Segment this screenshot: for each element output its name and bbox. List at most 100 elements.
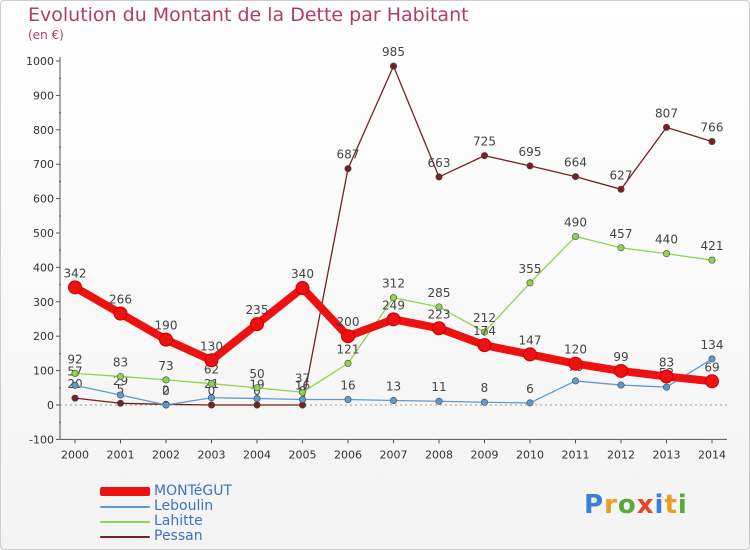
data-point: [298, 388, 306, 396]
data-point: [208, 401, 216, 409]
data-point: [708, 137, 716, 145]
data-label: 121: [337, 342, 360, 356]
data-point: [68, 280, 82, 295]
data-point: [659, 369, 674, 384]
data-label: 235: [246, 303, 269, 317]
logo-letter: x: [636, 490, 655, 520]
data-point: [662, 250, 670, 258]
legend-label: Leboulin: [154, 498, 214, 514]
data-point: [435, 303, 443, 311]
data-point: [159, 332, 173, 347]
data-point: [204, 353, 219, 368]
data-label: 725: [473, 135, 496, 149]
data-label: 0: [208, 384, 216, 398]
x-tick-label: 2005: [289, 448, 317, 461]
y-tick-label: 100: [33, 365, 54, 378]
y-tick-label: 700: [33, 158, 54, 171]
data-label: 663: [428, 156, 451, 170]
y-tick-label: 400: [33, 261, 54, 274]
y-minor-tick: [59, 77, 61, 80]
data-point: [708, 355, 716, 363]
y-tick-label: 200: [33, 330, 54, 343]
data-label: 342: [64, 266, 87, 280]
chart-subtitle: (en €): [28, 28, 64, 42]
data-label: 687: [337, 148, 360, 162]
data-label: 50: [249, 367, 264, 381]
data-point: [344, 165, 352, 173]
data-label: 490: [564, 215, 587, 229]
data-point: [295, 281, 310, 296]
data-point: [480, 328, 488, 336]
data-point: [344, 359, 352, 367]
data-point: [480, 152, 488, 160]
proxiti-logo: Proxiti: [584, 490, 688, 520]
data-point: [662, 383, 670, 391]
data-point: [162, 401, 170, 409]
legend-label: Pessan: [154, 528, 203, 544]
y-minor-tick: [59, 111, 61, 114]
data-point: [71, 394, 79, 402]
data-label: 73: [158, 359, 173, 373]
data-label: 249: [382, 298, 405, 312]
x-tick-label: 2014: [698, 448, 726, 461]
data-label: 6: [526, 382, 534, 396]
data-label: 120: [564, 343, 587, 357]
data-label: 985: [382, 45, 405, 59]
data-label: 16: [340, 378, 355, 392]
data-point: [617, 244, 625, 252]
data-label: 99: [613, 350, 628, 364]
data-point: [523, 347, 537, 362]
logo-letter: o: [617, 490, 637, 520]
data-point: [571, 173, 579, 181]
data-point: [435, 397, 443, 405]
data-point: [614, 363, 628, 378]
y-tick-label: 0: [47, 399, 54, 412]
data-point: [253, 401, 261, 409]
data-point: [617, 185, 625, 193]
x-tick-label: 2004: [243, 448, 271, 461]
data-point: [432, 321, 446, 336]
legend-swatch: [100, 506, 150, 508]
data-point: [117, 372, 125, 380]
data-point: [298, 395, 306, 403]
data-point: [162, 376, 170, 384]
logo-letter: r: [604, 490, 618, 520]
data-label: 134: [701, 338, 724, 352]
y-minor-tick: [59, 146, 61, 149]
data-point: [526, 279, 534, 287]
data-label: 807: [655, 106, 678, 120]
data-label: 457: [610, 227, 633, 241]
data-label: 130: [200, 339, 223, 353]
y-tick-label: 1000: [26, 55, 54, 68]
data-point: [71, 369, 79, 377]
x-tick-label: 2001: [107, 448, 135, 461]
data-point: [389, 62, 397, 70]
legend-swatch: [100, 487, 150, 496]
data-point: [389, 397, 397, 405]
logo-letter: i: [654, 490, 665, 520]
data-label: 11: [431, 380, 446, 394]
y-minor-tick: [59, 249, 61, 252]
data-point: [117, 399, 125, 407]
x-tick-label: 2012: [607, 448, 635, 461]
x-tick-label: 2008: [425, 448, 453, 461]
data-point: [253, 384, 261, 392]
data-point: [571, 377, 579, 385]
y-minor-tick: [59, 180, 61, 183]
y-minor-tick: [59, 421, 61, 424]
data-point: [386, 312, 401, 327]
logo-letter: i: [677, 490, 688, 520]
data-point: [526, 399, 534, 407]
logo-letter: P: [584, 490, 605, 520]
data-label: 92: [67, 352, 82, 366]
y-tick-label: 500: [33, 227, 54, 240]
data-point: [662, 123, 670, 131]
y-minor-tick: [59, 215, 61, 217]
data-point: [705, 374, 719, 389]
legend-swatch: [100, 521, 150, 523]
data-label: 266: [109, 292, 132, 306]
logo-letter: t: [664, 490, 678, 520]
data-label: 29: [113, 374, 128, 388]
